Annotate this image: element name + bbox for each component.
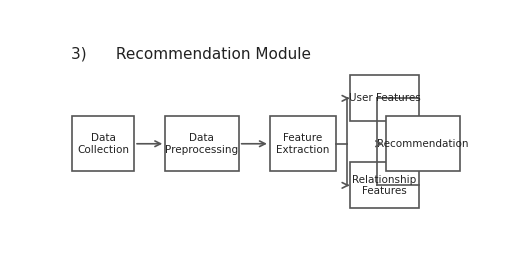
Text: Data
Collection: Data Collection bbox=[77, 133, 129, 155]
Text: User Features: User Features bbox=[349, 93, 420, 103]
Text: Data
Preprocessing: Data Preprocessing bbox=[165, 133, 238, 155]
Text: Relationship
Features: Relationship Features bbox=[352, 175, 417, 196]
Bar bbox=[165, 116, 239, 172]
Bar bbox=[270, 116, 336, 172]
Bar bbox=[386, 116, 459, 172]
Text: Recommendation: Recommendation bbox=[377, 139, 469, 149]
Bar bbox=[72, 116, 134, 172]
Bar bbox=[350, 162, 419, 209]
Text: 3)      Recommendation Module: 3) Recommendation Module bbox=[71, 47, 311, 62]
Bar bbox=[350, 75, 419, 121]
Text: Feature
Extraction: Feature Extraction bbox=[276, 133, 330, 155]
